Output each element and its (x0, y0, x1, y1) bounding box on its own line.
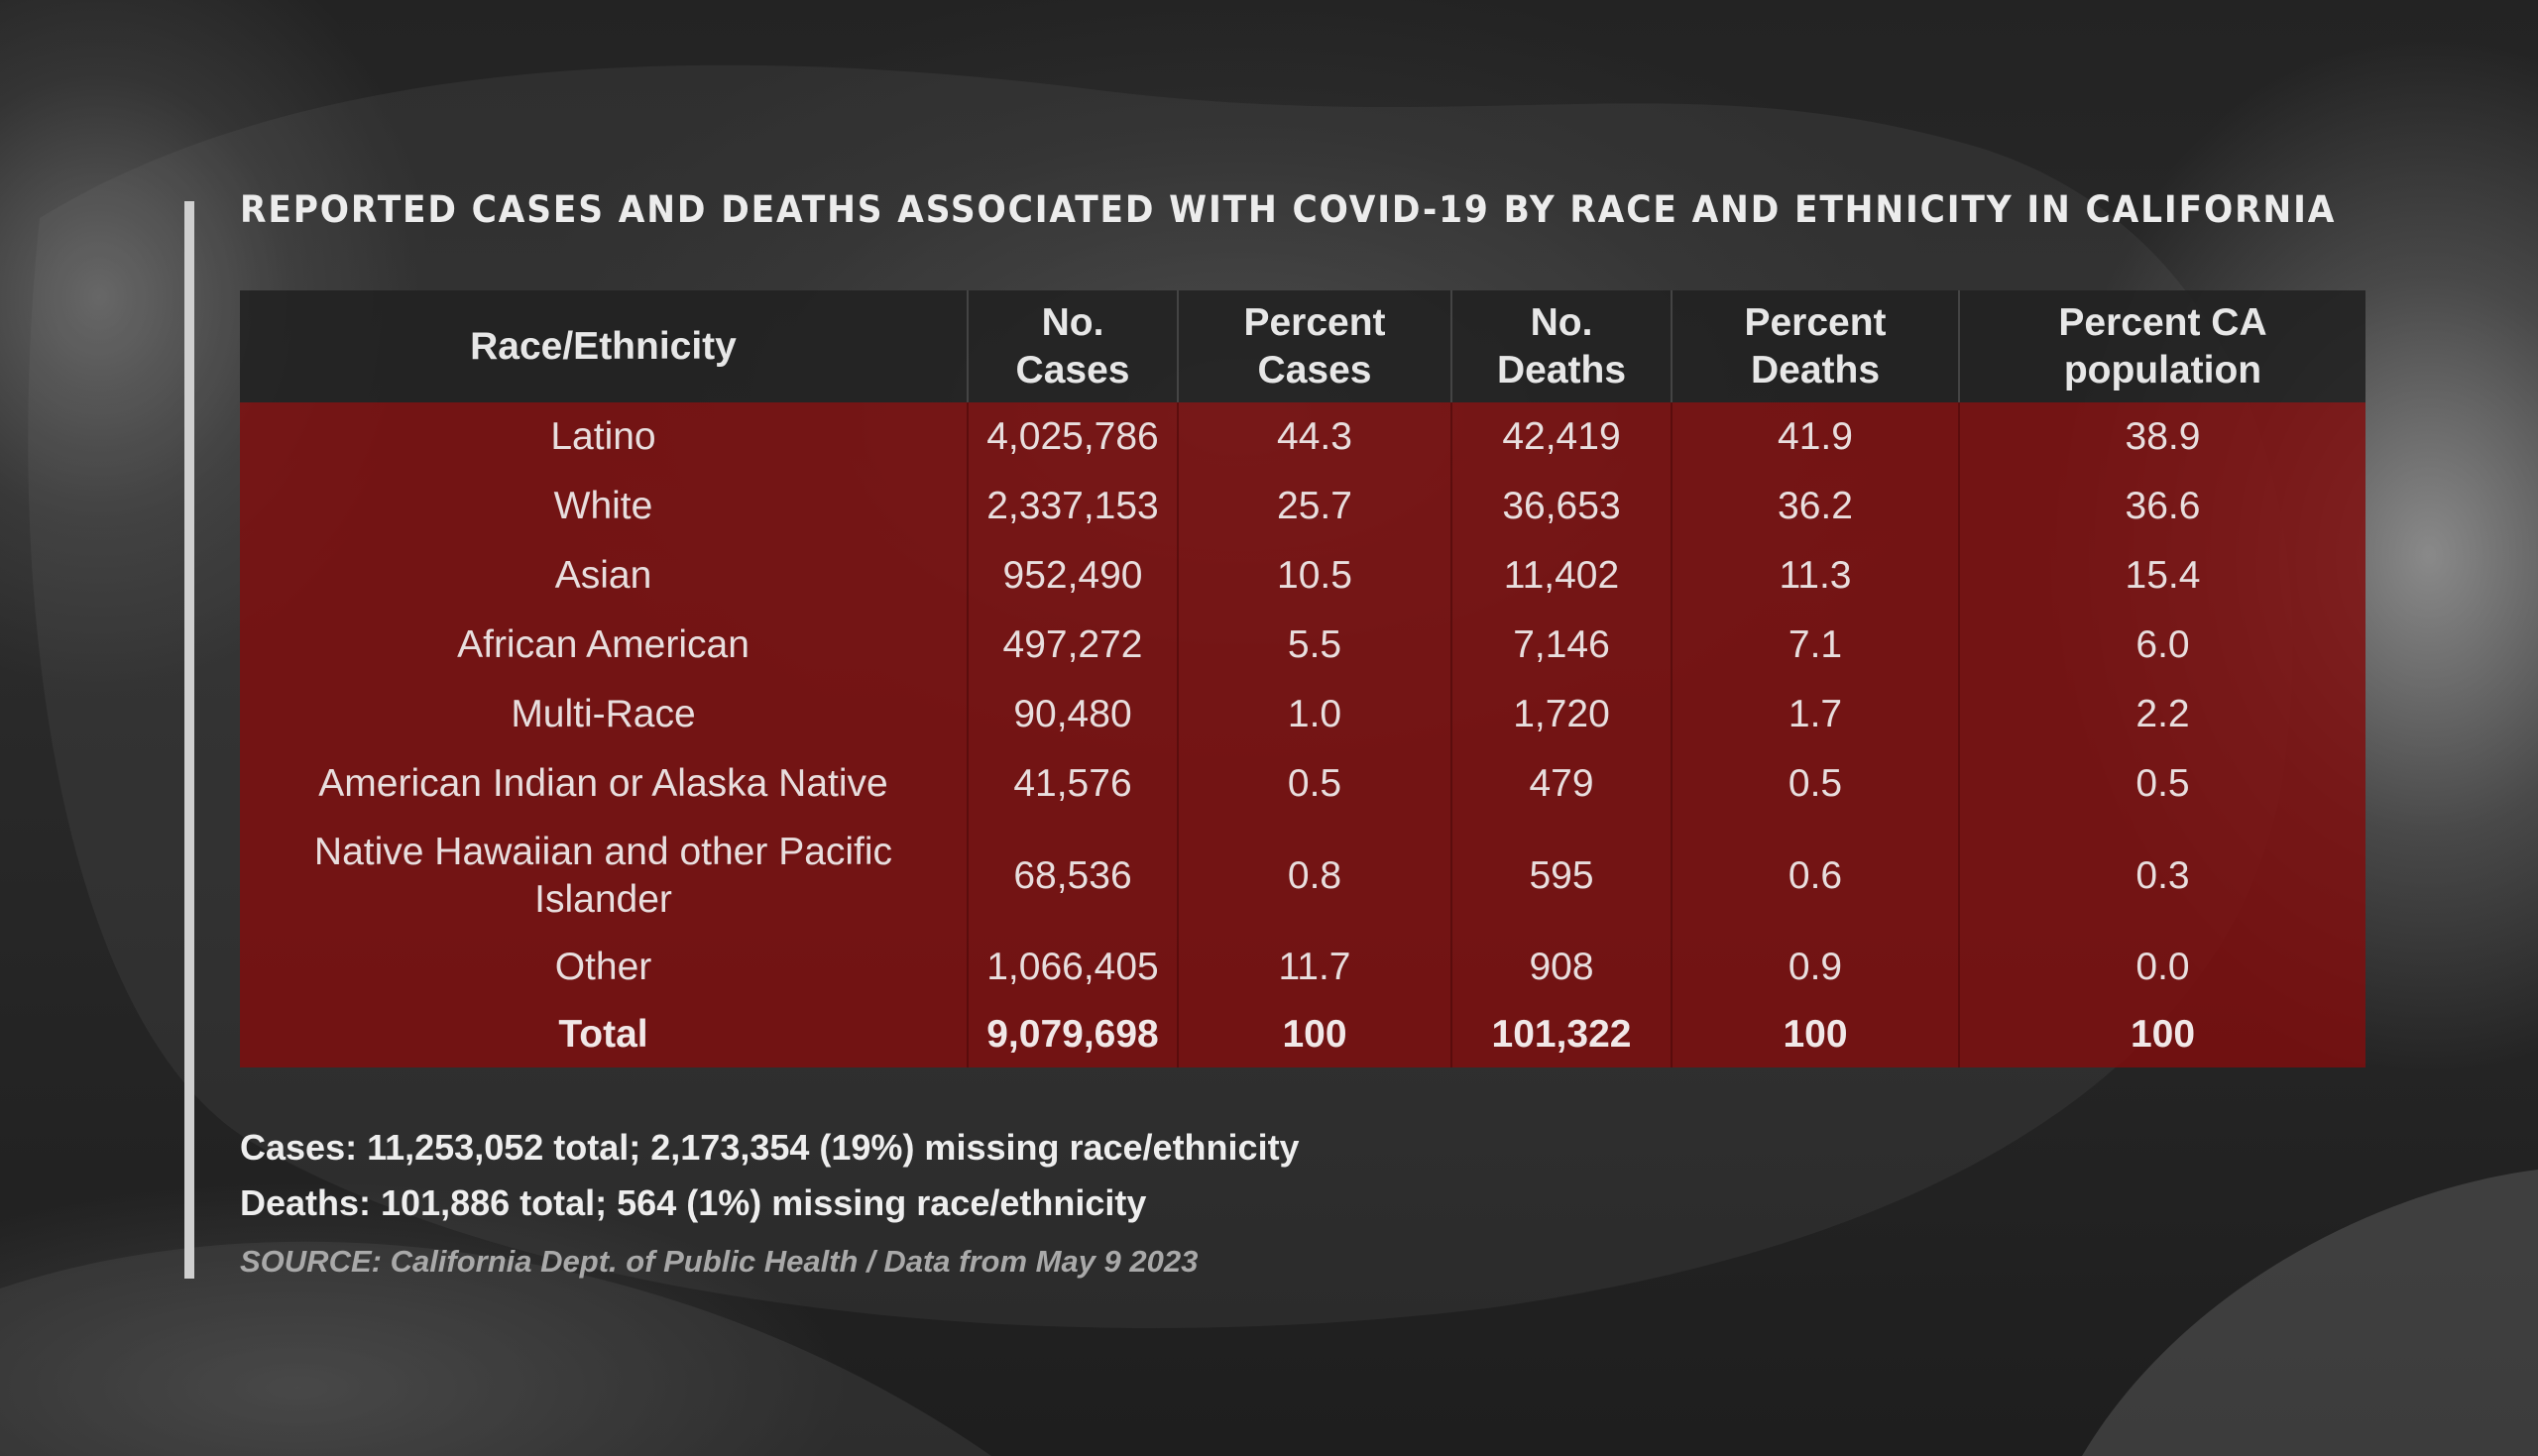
column-header-label: Percent (1243, 300, 1386, 344)
group-cell: Asian (240, 541, 969, 611)
column-header-label: Cases (1015, 348, 1130, 392)
cases-cell: 4,025,786 (968, 402, 1179, 472)
column-header-label: Cases (1257, 348, 1372, 392)
percent-population-cell: 0.3 (1959, 819, 2365, 933)
group-label-line: Islander (534, 877, 672, 921)
group-cell: Multi-Race (240, 680, 969, 749)
percent-cases-cell: 11.7 (1178, 933, 1452, 1002)
cases-cell: 497,272 (968, 611, 1179, 680)
group-cell: Native Hawaiian and other Pacific Islande… (240, 819, 969, 933)
deaths-cell: 7,146 (1451, 611, 1673, 680)
column-header-label: Percent (1744, 300, 1887, 344)
cases-note: Cases: 11,253,052 total; 2,173,354 (19%)… (240, 1127, 1300, 1168)
column-header: Race/Ethnicity (240, 290, 969, 402)
table-row: Native Hawaiian and other Pacific Islande… (240, 819, 2365, 933)
source-note: SOURCE: California Dept. of Public Healt… (240, 1244, 1199, 1279)
header-row: Race/Ethnicity No. Cases Percent Cases No.… (240, 290, 2365, 402)
group-cell: White (240, 472, 969, 541)
percent-deaths-cell: 0.9 (1672, 933, 1960, 1002)
column-header: Percent CA population (1959, 290, 2365, 402)
percent-population-cell: 2.2 (1959, 680, 2365, 749)
percent-cases-cell: 1.0 (1178, 680, 1452, 749)
percent-cases-cell: 25.7 (1178, 472, 1452, 541)
percent-population-cell: 0.5 (1959, 749, 2365, 819)
column-header-label: Deaths (1496, 348, 1627, 392)
percent-population-cell: 6.0 (1959, 611, 2365, 680)
table-row: American Indian or Alaska Native 41,576 … (240, 749, 2365, 819)
percent-deaths-cell: 7.1 (1672, 611, 1960, 680)
percent-population-cell: 36.6 (1959, 472, 2365, 541)
percent-cases-cell: 5.5 (1178, 611, 1452, 680)
percent-population-cell: 0.0 (1959, 933, 2365, 1002)
percent-cases-cell: 44.3 (1178, 402, 1452, 472)
deaths-note: Deaths: 101,886 total; 564 (1%) missing … (240, 1182, 1147, 1223)
column-header-label: population (2063, 348, 2262, 392)
percent-population-cell: 100 (1959, 1002, 2365, 1067)
data-table: Race/Ethnicity No. Cases Percent Cases No.… (240, 290, 2365, 1067)
percent-deaths-cell: 100 (1672, 1002, 1960, 1067)
cases-cell: 1,066,405 (968, 933, 1179, 1002)
percent-cases-cell: 0.8 (1178, 819, 1452, 933)
deaths-cell: 11,402 (1451, 541, 1673, 611)
column-header-label: Percent CA (2058, 300, 2267, 344)
group-cell: Latino (240, 402, 969, 472)
deaths-cell: 1,720 (1451, 680, 1673, 749)
table-row: African American 497,272 5.5 7,146 7.1 6… (240, 611, 2365, 680)
column-header: No. Cases (968, 290, 1179, 402)
deaths-cell: 36,653 (1451, 472, 1673, 541)
percent-deaths-cell: 41.9 (1672, 402, 1960, 472)
group-cell: African American (240, 611, 969, 680)
percent-cases-cell: 0.5 (1178, 749, 1452, 819)
deaths-cell: 595 (1451, 819, 1673, 933)
column-header-label: Race/Ethnicity (470, 324, 737, 368)
cases-cell: 68,536 (968, 819, 1179, 933)
deaths-cell: 908 (1451, 933, 1673, 1002)
cases-cell: 41,576 (968, 749, 1179, 819)
group-cell: Total (240, 1002, 969, 1067)
deaths-cell: 101,322 (1451, 1002, 1673, 1067)
table-row: Other 1,066,405 11.7 908 0.9 0.0 (240, 933, 2365, 1002)
column-header: Percent Deaths (1672, 290, 1960, 402)
deaths-cell: 479 (1451, 749, 1673, 819)
cases-cell: 952,490 (968, 541, 1179, 611)
group-cell: Other (240, 933, 969, 1002)
column-header: Percent Cases (1178, 290, 1452, 402)
cases-cell: 9,079,698 (968, 1002, 1179, 1067)
table-row: Latino 4,025,786 44.3 42,419 41.9 38.9 (240, 402, 2365, 472)
percent-deaths-cell: 0.5 (1672, 749, 1960, 819)
column-header-label: No. (1041, 300, 1104, 344)
cases-cell: 2,337,153 (968, 472, 1179, 541)
percent-cases-cell: 100 (1178, 1002, 1452, 1067)
chart-title: REPORTED CASES AND DEATHS ASSOCIATED WIT… (240, 188, 2337, 231)
percent-deaths-cell: 0.6 (1672, 819, 1960, 933)
table-row: Multi-Race 90,480 1.0 1,720 1.7 2.2 (240, 680, 2365, 749)
percent-population-cell: 38.9 (1959, 402, 2365, 472)
column-header: No. Deaths (1451, 290, 1673, 402)
table-row: White 2,337,153 25.7 36,653 36.2 36.6 (240, 472, 2365, 541)
deaths-cell: 42,419 (1451, 402, 1673, 472)
percent-deaths-cell: 36.2 (1672, 472, 1960, 541)
percent-deaths-cell: 11.3 (1672, 541, 1960, 611)
percent-deaths-cell: 1.7 (1672, 680, 1960, 749)
accent-bar (184, 201, 194, 1279)
group-cell: American Indian or Alaska Native (240, 749, 969, 819)
column-header-label: Deaths (1750, 348, 1881, 392)
total-row: Total 9,079,698 100 101,322 100 100 (240, 1002, 2365, 1067)
table-row: Asian 952,490 10.5 11,402 11.3 15.4 (240, 541, 2365, 611)
group-label-line: Native Hawaiian and other Pacific (313, 830, 893, 873)
percent-cases-cell: 10.5 (1178, 541, 1452, 611)
percent-population-cell: 15.4 (1959, 541, 2365, 611)
column-header-label: No. (1530, 300, 1593, 344)
cases-cell: 90,480 (968, 680, 1179, 749)
